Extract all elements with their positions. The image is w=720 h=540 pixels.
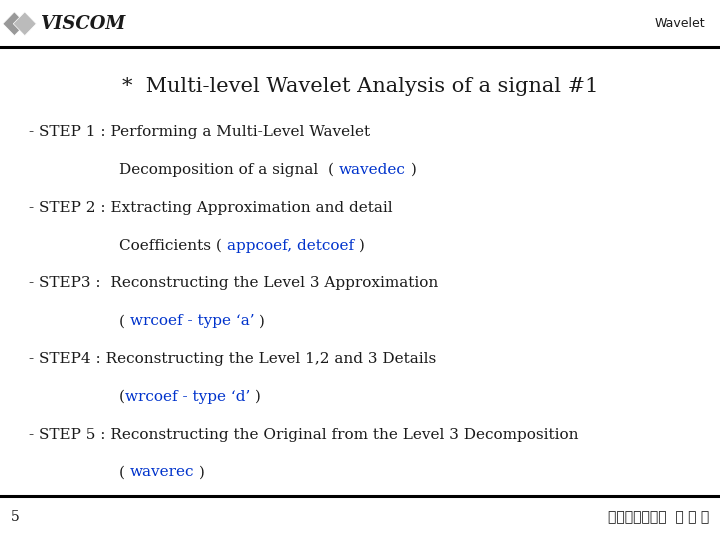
Text: (: ( (119, 465, 130, 480)
Text: (: ( (119, 314, 130, 328)
Text: appcoef, detcoef: appcoef, detcoef (227, 239, 354, 253)
Text: VISCOM: VISCOM (40, 15, 125, 33)
Text: ): ) (354, 239, 364, 253)
Polygon shape (13, 12, 36, 36)
Text: - STEP3 :  Reconstructing the Level 3 Approximation: - STEP3 : Reconstructing the Level 3 App… (29, 276, 438, 291)
Text: ): ) (194, 465, 205, 480)
Text: *  Multi-level Wavelet Analysis of a signal #1: * Multi-level Wavelet Analysis of a sign… (122, 77, 598, 96)
Text: ): ) (250, 390, 261, 404)
Text: wavedec: wavedec (338, 163, 405, 177)
Text: waverec: waverec (130, 465, 194, 480)
Text: 5: 5 (11, 510, 19, 524)
Text: 영상통신연구실  박 원 배: 영상통신연구실 박 원 배 (608, 510, 709, 524)
Text: - STEP 5 : Reconstructing the Original from the Level 3 Decomposition: - STEP 5 : Reconstructing the Original f… (29, 428, 578, 442)
Text: (: ( (119, 390, 125, 404)
Text: - STEP4 : Reconstructing the Level 1,2 and 3 Details: - STEP4 : Reconstructing the Level 1,2 a… (29, 352, 436, 366)
Text: wrcoef - type ‘a’: wrcoef - type ‘a’ (130, 314, 254, 328)
Text: ): ) (254, 314, 265, 328)
Text: Wavelet: Wavelet (655, 17, 706, 30)
Text: ): ) (405, 163, 416, 177)
Text: Coefficients (: Coefficients ( (119, 239, 227, 253)
Polygon shape (3, 12, 26, 36)
Text: Decomposition of a signal  (: Decomposition of a signal ( (119, 163, 338, 177)
Text: wrcoef - type ‘d’: wrcoef - type ‘d’ (125, 390, 250, 404)
Text: - STEP 1 : Performing a Multi-Level Wavelet: - STEP 1 : Performing a Multi-Level Wave… (29, 125, 370, 139)
Text: - STEP 2 : Extracting Approximation and detail: - STEP 2 : Extracting Approximation and … (29, 201, 392, 215)
